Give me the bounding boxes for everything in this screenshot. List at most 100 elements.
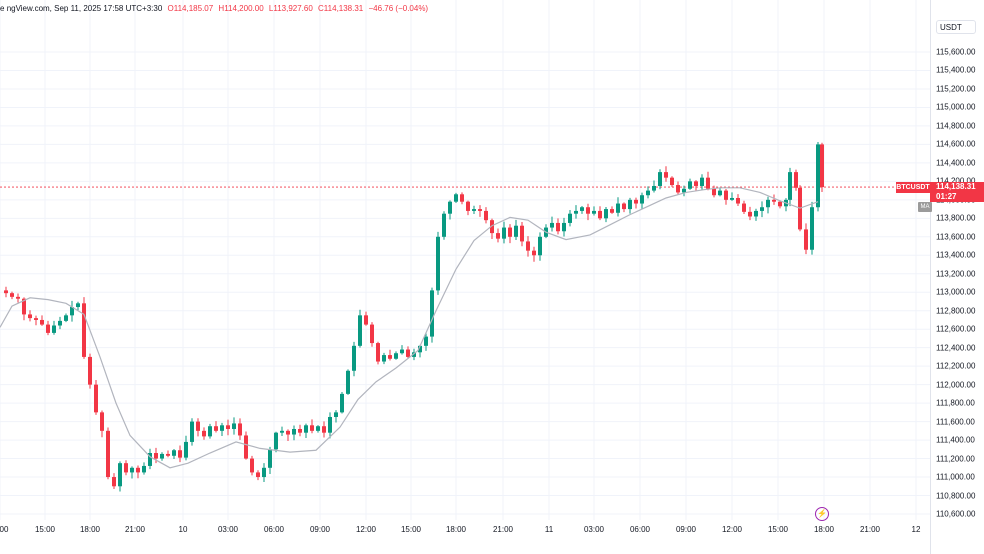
candle [280,426,284,437]
candle-body [322,426,326,433]
candle-body [256,472,260,478]
candle [466,200,470,216]
candle-body [804,229,808,250]
time-tick-label: 12:00 [355,525,377,534]
lightning-icon[interactable]: ⚡ [815,507,829,521]
candle-body [502,227,506,239]
legend-change: −46.76 (−0.04%) [368,4,429,13]
candle-body [406,349,410,357]
legend-low: L113,927.60 [268,4,313,13]
candle-body [586,207,590,214]
candle-body [568,213,572,223]
candle [592,206,596,216]
candle-body [628,199,632,210]
candle [310,419,314,434]
price-axis[interactable] [930,0,984,554]
candle-body [490,220,494,234]
candle-body [130,467,134,473]
price-tick-label: 112,800.00 [936,306,976,316]
candle-body [388,355,392,359]
candle-body [178,450,182,458]
candle [568,209,572,227]
candle-body [472,209,476,211]
candle [574,205,578,219]
candle-body [646,190,650,196]
price-tick-label: 115,000.00 [936,102,976,112]
candle [628,197,632,214]
candle [766,196,770,214]
candle-body [496,233,500,239]
candle-body [244,435,248,459]
candle-body [424,336,428,346]
candle-body [640,195,644,204]
legend-high: H114,200.00 [218,4,264,13]
candle-body [634,199,638,204]
candle [52,320,56,335]
candle-body [508,227,512,237]
candle-body [376,343,380,362]
time-tick-label: 12 [911,525,921,534]
candle-body [448,201,452,214]
time-tick-label: 06:00 [263,525,285,534]
candle-body [364,315,368,325]
candle-body [142,465,146,473]
candle-body [4,290,8,294]
candle [794,169,798,191]
candle-body [250,458,254,473]
candle-body [22,298,26,315]
candle-body [334,412,338,417]
candle [70,300,74,322]
candle-body [340,393,344,413]
moving-average-line [0,187,819,469]
candle-body [40,319,44,325]
time-tick-label: 21:00 [859,525,881,534]
candle [436,231,440,295]
candle-body [454,194,458,202]
candle [490,218,494,240]
candle-body [794,172,798,188]
candle-body [772,199,776,202]
candle-body [760,207,764,211]
candle-body [262,467,266,478]
candle [214,421,218,433]
candle [424,333,428,351]
candlestick-chart[interactable] [0,0,930,554]
candle-body [520,225,524,242]
candle [430,287,434,343]
time-tick-label: 12:00 [721,525,743,534]
candle [94,379,98,415]
candle [784,198,788,212]
time-tick-label: 15:00 [767,525,789,534]
currency-button[interactable]: USDT [936,20,976,34]
candle [484,207,488,224]
candle [772,194,776,205]
time-tick-label: 09:00 [309,525,331,534]
candle-body [562,222,566,232]
candle-body [16,296,20,299]
candle [136,465,140,479]
candle-body [598,210,602,219]
candle-body [712,188,716,196]
candle-body [46,324,50,333]
candle-body [592,210,596,214]
candle-body [76,303,80,308]
candle [442,211,446,240]
candle-body [136,467,140,473]
candle [184,435,188,461]
candle-body [604,209,608,219]
legend-source: ngView.com, Sep 11, 2025 17:58 UTC+3:30 [6,4,163,13]
candle [652,180,656,193]
candle [160,452,164,461]
candle [76,301,80,311]
candle-body [748,211,752,217]
bar-countdown: 01:27 [936,192,957,201]
candle-body [412,352,416,357]
candle [118,461,122,492]
candle-body [106,430,110,478]
candle [810,201,814,255]
candle [352,341,356,377]
candle-body [418,345,422,353]
price-tick-label: 112,200.00 [936,361,976,371]
candle [526,236,530,257]
candle-body [214,426,218,431]
